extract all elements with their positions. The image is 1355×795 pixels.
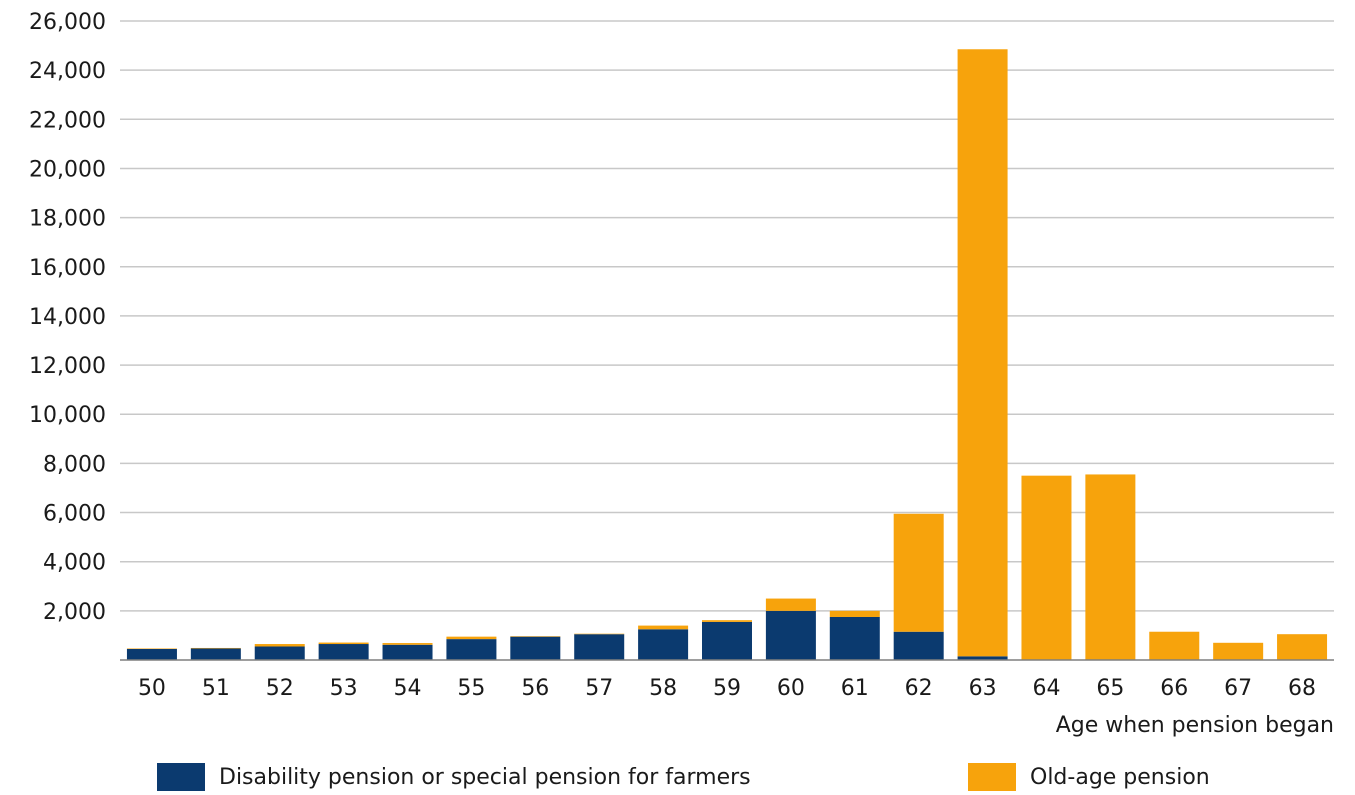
bar-old-age xyxy=(1277,634,1328,660)
x-tick-label: 50 xyxy=(138,676,166,701)
bar-disability xyxy=(510,636,561,660)
bar-disability xyxy=(893,631,944,660)
bar-disability xyxy=(638,629,689,660)
bar-old-age xyxy=(1021,475,1072,660)
bar-disability xyxy=(957,656,1008,660)
y-tick-label: 20,000 xyxy=(29,157,106,182)
y-tick-label: 6,000 xyxy=(43,502,106,527)
y-tick-label: 14,000 xyxy=(29,305,106,330)
x-tick-label: 52 xyxy=(266,676,294,701)
x-tick-label: 58 xyxy=(649,676,677,701)
y-tick-label: 2,000 xyxy=(43,600,106,625)
bar-disability xyxy=(702,621,752,660)
legend-item-old-age: Old-age pension xyxy=(968,763,1210,791)
legend-swatch-old-age xyxy=(968,763,1016,791)
x-tick-label: 65 xyxy=(1096,676,1124,701)
legend-label-disability: Disability pension or special pension fo… xyxy=(219,764,751,790)
x-tick-label: 53 xyxy=(330,676,358,701)
legend-swatch-disability xyxy=(157,763,205,791)
bar-disability xyxy=(190,648,241,660)
x-tick-label: 64 xyxy=(1032,676,1060,701)
gridlines xyxy=(120,20,1334,612)
x-tick-label: 63 xyxy=(969,676,997,701)
bar-old-age xyxy=(829,610,880,617)
y-tick-label: 24,000 xyxy=(29,59,106,84)
bar-old-age xyxy=(638,625,689,630)
axes: 2,000 4,000 6,000 8,000 10,000 12,000 14,000 16… xyxy=(29,10,1334,701)
bar-disability xyxy=(574,634,625,660)
x-tick-label: 62 xyxy=(905,676,933,701)
bar-disability xyxy=(446,639,497,660)
x-tick-label: 66 xyxy=(1160,676,1188,701)
x-tick-label: 60 xyxy=(777,676,805,701)
bar-old-age xyxy=(957,49,1008,657)
legend-label-old-age: Old-age pension xyxy=(1030,764,1210,790)
x-tick-label: 51 xyxy=(202,676,230,701)
y-tick-label: 10,000 xyxy=(29,403,106,428)
bar-old-age xyxy=(1149,631,1200,660)
y-tick-label: 12,000 xyxy=(29,354,106,379)
y-tick-label: 4,000 xyxy=(43,551,106,576)
x-tick-label: 61 xyxy=(841,676,869,701)
y-tick-label: 16,000 xyxy=(29,256,106,281)
bar-old-age xyxy=(893,513,944,632)
bar-old-age xyxy=(318,642,369,645)
x-tick-label: 67 xyxy=(1224,676,1252,701)
bar-old-age xyxy=(1085,474,1136,660)
bar-old-age xyxy=(1213,642,1264,660)
x-axis-title: Age when pension began xyxy=(1056,713,1334,738)
bar-old-age xyxy=(765,598,816,611)
x-tick-label: 57 xyxy=(585,676,613,701)
legend: Disability pension or special pension fo… xyxy=(0,755,1355,795)
bar-disability xyxy=(318,644,369,660)
bars xyxy=(126,49,1328,660)
stacked-bar-chart: 2,000 4,000 6,000 8,000 10,000 12,000 14,000 16… xyxy=(29,10,1334,738)
bar-disability xyxy=(254,646,305,660)
y-tick-label: 18,000 xyxy=(29,207,106,232)
bar-old-age xyxy=(702,620,752,622)
legend-item-disability: Disability pension or special pension fo… xyxy=(157,763,751,791)
bar-disability xyxy=(765,610,816,660)
bar-disability xyxy=(382,644,433,660)
y-tick-label: 26,000 xyxy=(29,10,106,35)
x-tick-label: 54 xyxy=(394,676,422,701)
y-tick-label: 22,000 xyxy=(29,108,106,133)
bar-old-age xyxy=(382,643,433,645)
bar-disability xyxy=(829,616,880,660)
x-tick-label: 59 xyxy=(713,676,741,701)
x-tick-label: 56 xyxy=(521,676,549,701)
bar-old-age xyxy=(446,636,497,640)
x-tick-label: 68 xyxy=(1288,676,1316,701)
bar-old-age xyxy=(254,644,305,647)
y-tick-label: 8,000 xyxy=(43,452,106,477)
x-tick-label: 55 xyxy=(457,676,485,701)
bar-disability xyxy=(126,648,177,660)
